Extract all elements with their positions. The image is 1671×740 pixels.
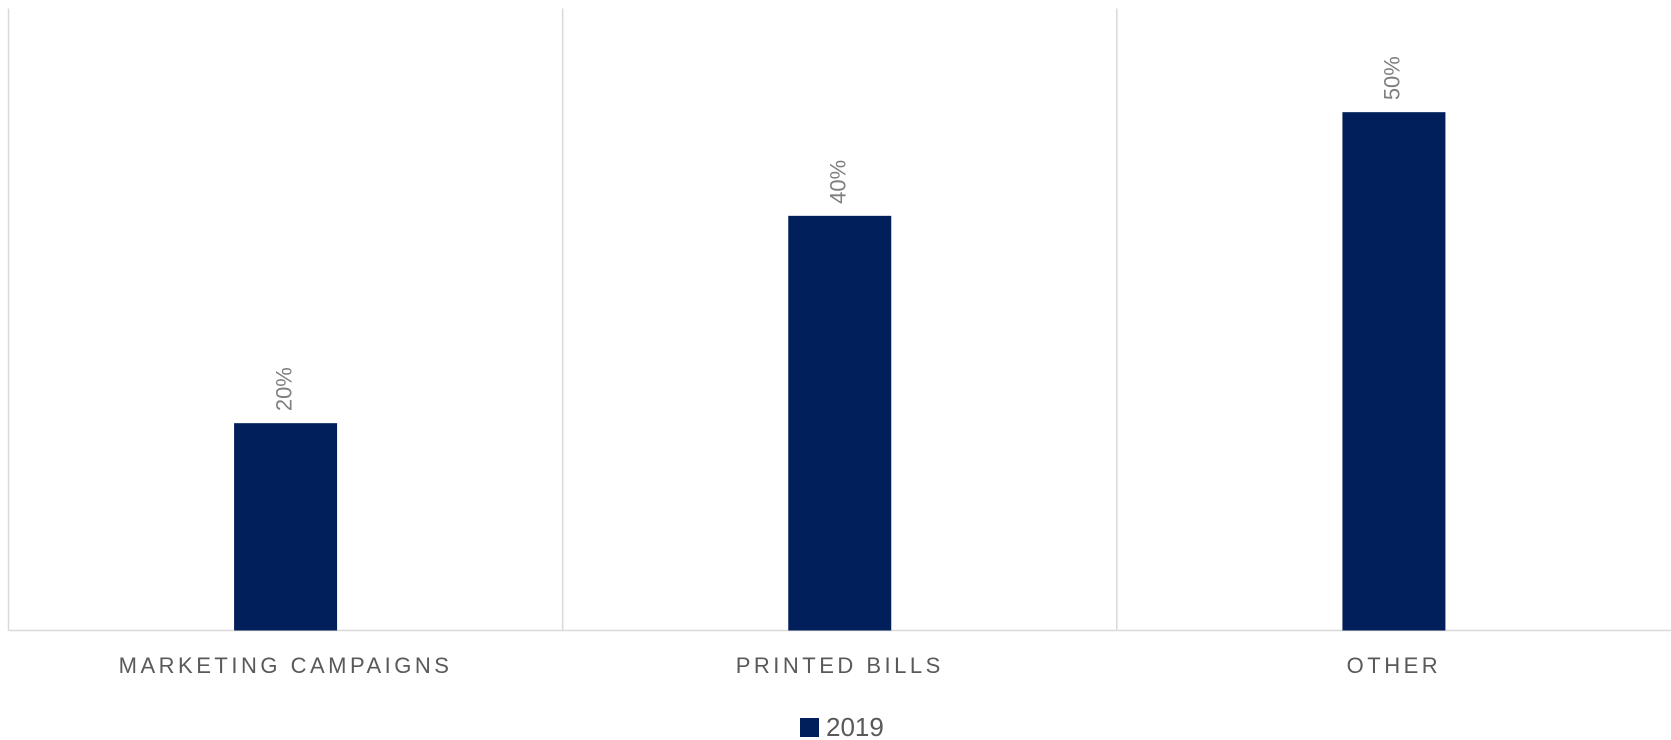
bar bbox=[1342, 112, 1446, 631]
value-label: 40% bbox=[826, 160, 851, 204]
legend-swatch bbox=[800, 718, 819, 737]
x-tick-label: MARKETING CAMPAIGNS bbox=[119, 653, 453, 678]
bar bbox=[234, 423, 338, 631]
value-label: 50% bbox=[1380, 56, 1405, 100]
legend-label: 2019 bbox=[826, 712, 884, 740]
value-label: 20% bbox=[271, 367, 296, 411]
x-tick-label: OTHER bbox=[1347, 653, 1442, 678]
bar bbox=[788, 215, 892, 631]
x-tick-label: PRINTED BILLS bbox=[736, 653, 944, 678]
